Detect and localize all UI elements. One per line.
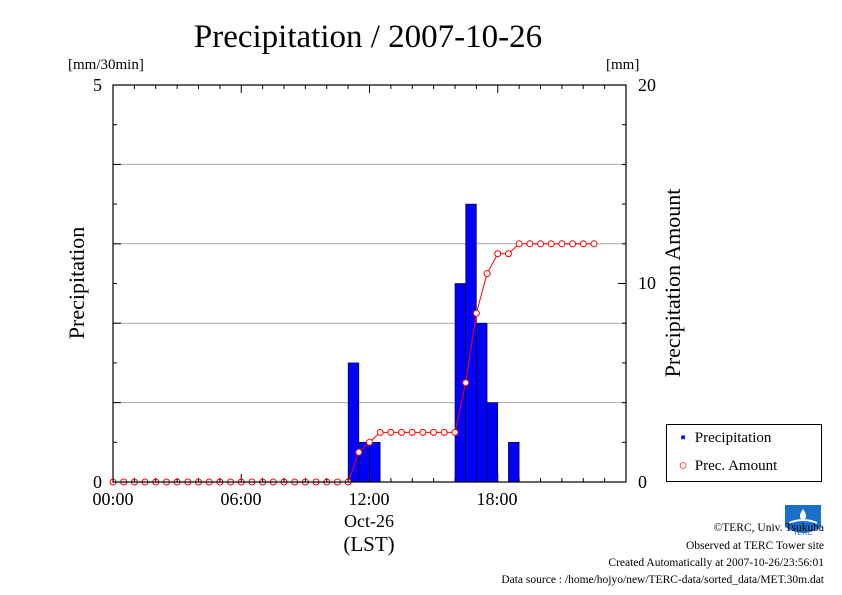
x-tick-label: 18:00 <box>476 489 517 509</box>
amount-point <box>355 448 363 456</box>
amount-point <box>398 428 406 436</box>
right-tick-label: 0 <box>638 472 647 492</box>
x-tick-label: 12:00 <box>348 489 389 509</box>
amount-point <box>547 240 555 248</box>
amount-point <box>590 240 598 248</box>
precip-bar <box>476 322 488 483</box>
amount-point <box>483 270 491 278</box>
x-date-label: Oct-26 <box>344 511 394 531</box>
amount-point <box>376 428 384 436</box>
footer-copyright: ©TERC, Univ. Tsukuba <box>713 522 824 534</box>
amount-point <box>408 428 416 436</box>
footer-source: Data source : /home/hojyo/new/TERC-data/… <box>501 574 824 586</box>
left-tick-label: 0 <box>93 472 102 492</box>
footer-created: Created Automatically at 2007-10-26/23:5… <box>608 557 824 569</box>
precip-bar <box>347 362 360 483</box>
plot-frame <box>112 84 627 483</box>
amount-point <box>472 309 480 317</box>
legend-label: Prec. Amount <box>694 458 778 474</box>
amount-point <box>419 428 427 436</box>
amount-point <box>569 240 577 248</box>
precip-bar <box>486 402 499 483</box>
chart-title: Precipitation / 2007-10-26 <box>194 19 542 55</box>
right-unit-label: [mm] <box>606 57 639 73</box>
amount-point <box>579 240 587 248</box>
left-unit-label: [mm/30min] <box>68 57 144 73</box>
amount-point <box>504 250 512 258</box>
precip-bar <box>369 441 381 483</box>
x-axis-unit: (LST) <box>343 532 394 556</box>
legend-bar-swatch: ▪ <box>680 430 686 446</box>
amount-point <box>366 438 373 446</box>
amount-point <box>430 428 438 436</box>
legend-item-amount: ○ Prec. Amount <box>675 458 777 475</box>
terc-logo-icon: TERC <box>785 505 821 537</box>
left-tick-label: 5 <box>93 75 102 95</box>
logo-text: TERC <box>793 530 812 537</box>
left-axis-title: Precipitation <box>64 227 89 339</box>
amount-point <box>515 240 523 248</box>
legend-line-swatch: ○ <box>678 458 688 474</box>
right-tick-label: 20 <box>638 75 656 95</box>
footer-observed: Observed at TERC Tower site <box>685 540 824 552</box>
amount-point <box>537 240 544 248</box>
right-tick-label: 10 <box>638 273 656 293</box>
amount-point <box>558 240 566 248</box>
amount-point <box>462 379 470 387</box>
precip-bar <box>358 441 370 483</box>
amount-point <box>494 250 502 258</box>
axis-ticks <box>112 84 627 483</box>
amount-point <box>387 428 395 436</box>
amount-point <box>451 428 459 436</box>
amount-point <box>440 428 448 436</box>
legend-label: Precipitation <box>694 430 772 446</box>
x-tick-label: 06:00 <box>220 489 261 509</box>
amount-point <box>526 240 534 248</box>
precipitation-bars <box>347 203 520 483</box>
precip-bar <box>465 203 477 483</box>
precip-bar <box>508 441 520 483</box>
chart-legend: ▪ Precipitation ○ Prec. Amount <box>666 424 822 482</box>
gridlines <box>113 163 626 404</box>
legend-item-precipitation: ▪ Precipitation <box>675 430 771 447</box>
right-axis-title: Precipitation Amount <box>660 189 685 378</box>
x-tick-label: 00:00 <box>92 489 133 509</box>
